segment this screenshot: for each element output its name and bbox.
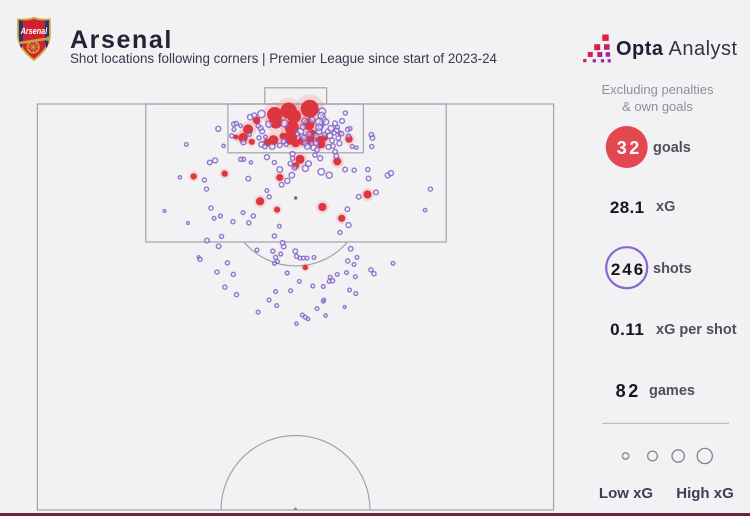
svg-text:Arsenal: Arsenal — [20, 26, 48, 36]
